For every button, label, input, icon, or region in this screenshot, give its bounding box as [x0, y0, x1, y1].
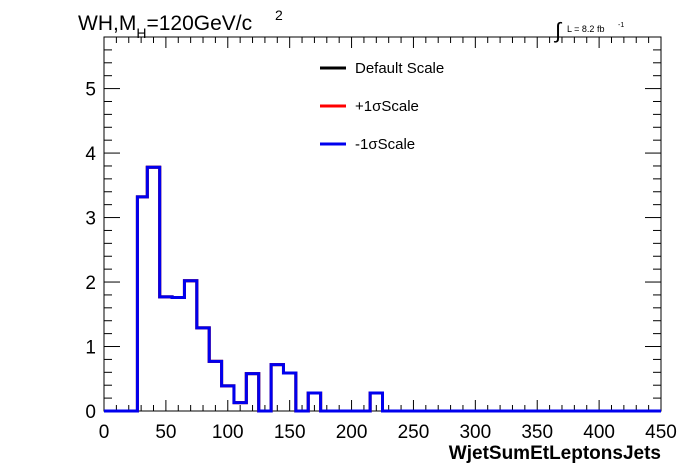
- plot-frame: [103, 36, 662, 412]
- y-tick-label: 2: [85, 273, 96, 294]
- legend-label: -1σScale: [355, 136, 415, 153]
- series-layer: [104, 165, 661, 413]
- integral-symbol: ∫: [553, 18, 563, 43]
- chart-title: WH,MH=120GeV/c 2: [78, 7, 283, 41]
- series-line: [104, 165, 661, 413]
- x-tick-label: 400: [583, 422, 615, 443]
- luminosity-text: L = 8.2 fb: [567, 24, 604, 34]
- y-tick-label: 3: [85, 209, 96, 230]
- legend-label: Default Scale: [355, 60, 444, 77]
- legend-label: +1σScale: [355, 98, 419, 115]
- title-rest: =120GeV/c: [146, 12, 252, 35]
- x-tick-label: 250: [398, 422, 430, 443]
- x-tick-label: 0: [99, 422, 110, 443]
- luminosity-label: ∫ L = 8.2 fb -1: [553, 18, 624, 43]
- svg-text:WH,MH=120GeV/c: WH,MH=120GeV/c: [78, 12, 252, 41]
- series-line: [104, 165, 661, 413]
- y-tick-label: 5: [85, 80, 96, 101]
- y-tick-label: 4: [85, 144, 96, 165]
- x-tick-label: 100: [212, 422, 244, 443]
- title-subscript: H: [136, 25, 146, 41]
- y-tick-label: 0: [85, 402, 96, 423]
- title-main: WH,M: [78, 12, 136, 35]
- y-tick-label: 1: [85, 338, 96, 359]
- x-axis: 0 50 100 150 200 250 300 350 400 450: [99, 37, 677, 443]
- title-superscript: 2: [275, 7, 283, 23]
- x-tick-label: 300: [459, 422, 491, 443]
- x-axis-title: WjetSumEtLeptonsJets: [449, 443, 661, 464]
- x-tick-label: 50: [155, 422, 176, 443]
- y-axis: 0 1 2 3 4 5: [85, 49, 661, 423]
- x-tick-label: 200: [336, 422, 368, 443]
- series-line: [104, 165, 661, 413]
- legend: Default Scale +1σScale -1σScale: [320, 60, 444, 153]
- x-tick-label: 450: [645, 422, 677, 443]
- x-tick-label: 150: [274, 422, 306, 443]
- x-tick-label: 350: [521, 422, 553, 443]
- luminosity-superscript: -1: [618, 22, 624, 29]
